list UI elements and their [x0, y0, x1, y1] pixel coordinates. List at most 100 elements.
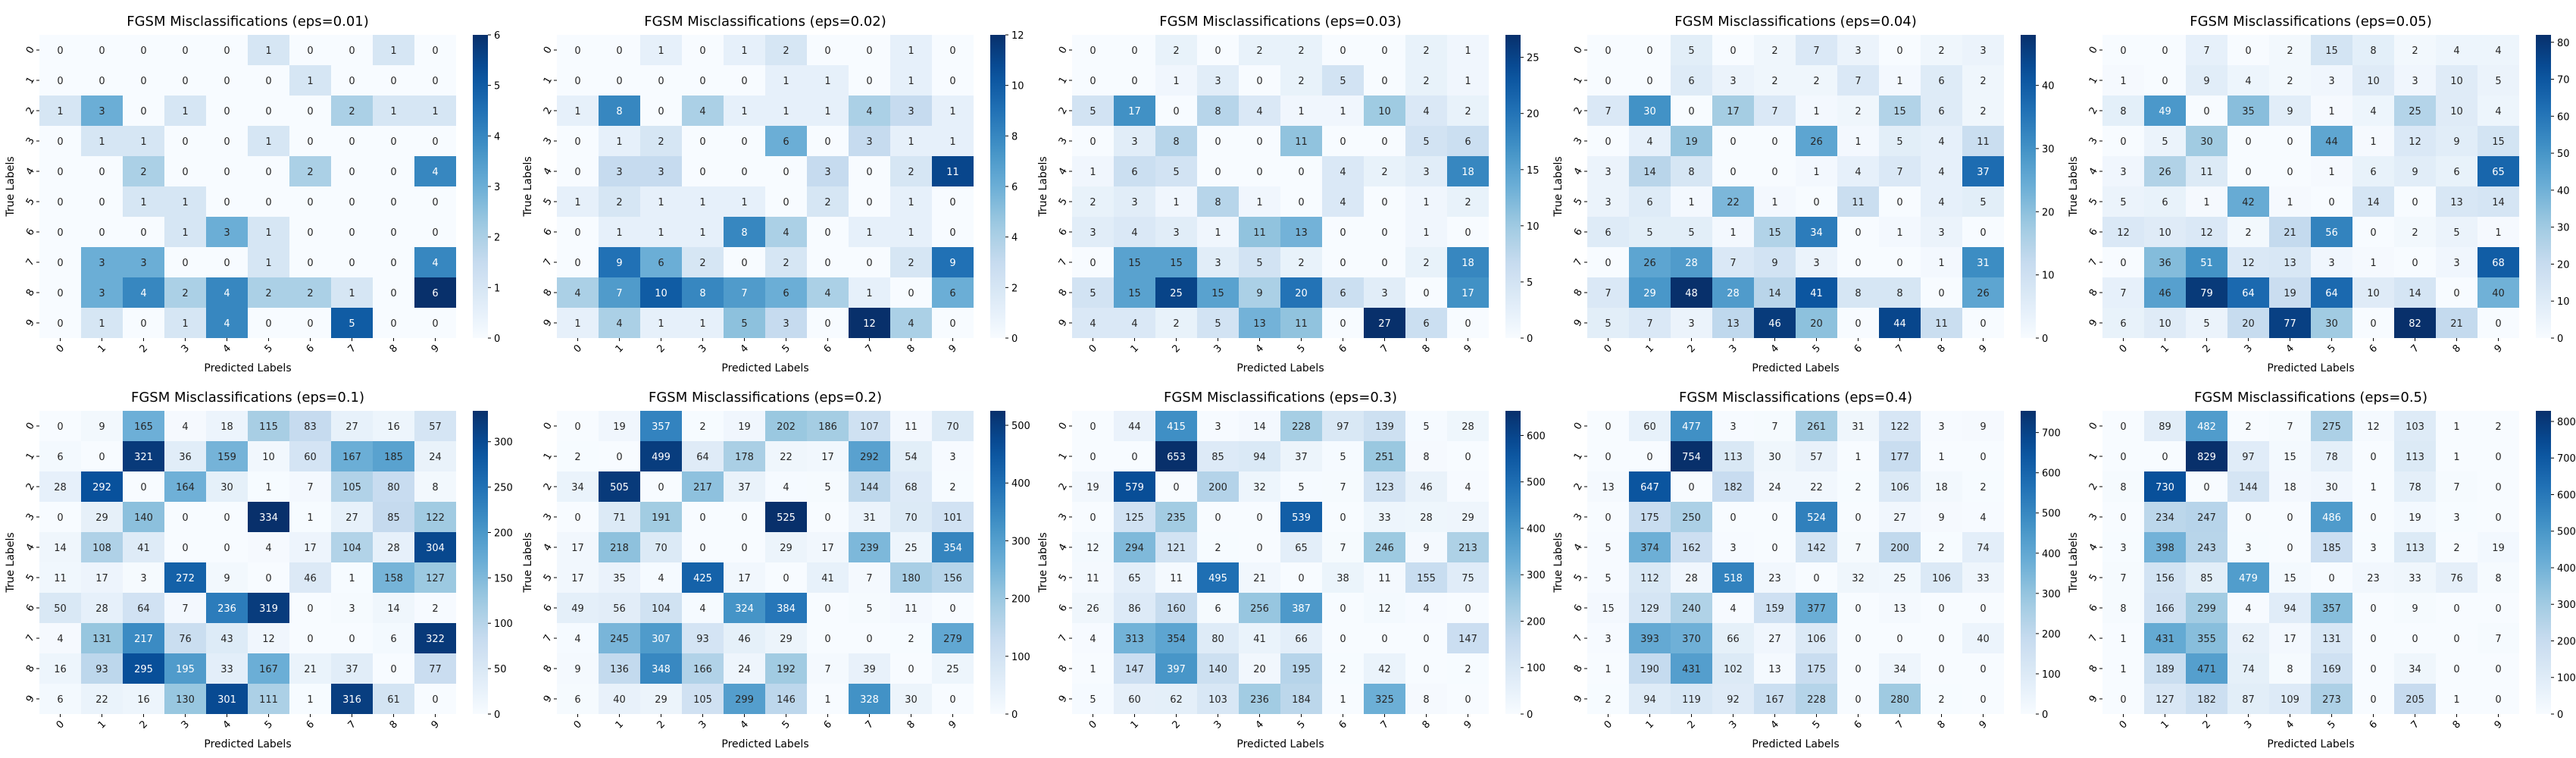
cell-value-label: 18	[220, 421, 233, 433]
heatmap-cell	[1280, 277, 1322, 308]
cell-value-label: 0	[699, 543, 705, 554]
heatmap-cell	[1072, 186, 1114, 217]
y-tick-label: 3	[2087, 512, 2100, 523]
cell-value-label: 2	[1089, 197, 1096, 208]
heatmap-cell	[1405, 562, 1447, 593]
x-axis-label: Predicted Labels	[1236, 362, 1324, 374]
heatmap-cell	[557, 623, 599, 653]
cell-value-label: 6	[949, 288, 955, 299]
cell-value-label: 7	[1855, 543, 1861, 554]
heatmap-cell	[81, 623, 123, 653]
heatmap-cell	[1629, 684, 1671, 714]
y-tick-label: 7	[1057, 257, 1070, 268]
cell-value-label: 20	[1295, 288, 1308, 299]
cell-value-label: 0	[1855, 664, 1861, 675]
heatmap-cell	[1712, 217, 1754, 247]
colorbar-tick-label: 6	[494, 30, 500, 42]
cell-value-label: 0	[57, 136, 63, 148]
cell-value-label: 0	[574, 512, 580, 524]
heatmap-cell	[1447, 247, 1489, 277]
cell-value-label: 2	[2495, 421, 2501, 433]
x-tick-label: 9	[430, 343, 442, 355]
heatmap-cell	[1155, 411, 1197, 441]
x-tick-label: 5	[1811, 719, 1823, 731]
heatmap-cell	[2186, 35, 2227, 65]
heatmap-cell	[2227, 441, 2269, 471]
heatmap-cell	[1155, 653, 1197, 684]
heatmap-cell	[2102, 35, 2144, 65]
cell-value-label: 754	[1682, 452, 1701, 463]
cell-value-label: 2	[908, 634, 914, 645]
cell-value-label: 4	[182, 421, 188, 433]
heatmap-cell	[1921, 532, 1962, 562]
cell-value-label: 1	[1855, 136, 1861, 148]
cell-value-label: 0	[2328, 573, 2334, 584]
cell-value-label: 4	[1256, 106, 1262, 117]
x-axis-label: Predicted Labels	[1752, 362, 1839, 374]
cell-value-label: 0	[390, 318, 396, 330]
cell-value-label: 1	[265, 227, 271, 239]
cell-value-label: 0	[1896, 634, 1902, 645]
heatmap-cell	[2144, 684, 2186, 714]
cell-value-label: 0	[699, 45, 705, 57]
y-tick-label: 8	[542, 287, 555, 299]
cell-value-label: 240	[1682, 603, 1701, 615]
heatmap-cell	[1629, 35, 1671, 65]
heatmap-cell	[373, 186, 414, 217]
cell-value-label: 40	[1977, 634, 1990, 645]
cell-value-label: 2	[699, 258, 705, 269]
heatmap-cell	[164, 411, 206, 441]
x-tick-label: 6	[1337, 343, 1349, 355]
cell-value-label: 6	[1938, 76, 1944, 87]
heatmap-cell	[2144, 411, 2186, 441]
cell-value-label: 0	[1688, 482, 1694, 493]
heatmap-cell	[1879, 471, 1921, 502]
heatmap-cell	[2269, 684, 2311, 714]
cell-value-label: 0	[949, 197, 955, 208]
heatmap-cell	[289, 441, 331, 471]
heatmap-cell	[81, 186, 123, 217]
heatmap-cell	[1837, 441, 1879, 471]
heatmap-cell	[890, 96, 932, 126]
cell-value-label: 2	[1980, 76, 1986, 87]
cell-value-label: 0	[57, 288, 63, 299]
heatmap-cell	[1405, 186, 1447, 217]
cell-value-label: 6	[57, 694, 63, 706]
cell-value-label: 2	[908, 258, 914, 269]
chart-title: FGSM Misclassifications (eps=0.03)	[1159, 14, 1402, 30]
heatmap-cell	[1587, 156, 1629, 186]
cell-value-label: 5	[1340, 452, 1346, 463]
cell-value-label: 4	[1938, 197, 1944, 208]
cell-value-label: 7	[307, 482, 313, 493]
cell-value-label: 0	[1605, 136, 1611, 148]
heatmap-cell	[932, 96, 974, 126]
heatmap-cell	[1197, 96, 1239, 126]
cell-value-label: 49	[571, 603, 584, 615]
heatmap-cell	[1671, 441, 1712, 471]
heatmap-cell	[2144, 502, 2186, 532]
heatmap-cell	[331, 247, 373, 277]
cell-value-label: 30	[1768, 452, 1781, 463]
heatmap-cell	[2394, 308, 2436, 338]
heatmap-cell	[373, 471, 414, 502]
heatmap-cell	[765, 562, 807, 593]
cell-value-label: 0	[2370, 512, 2376, 524]
heatmap-cell	[849, 156, 890, 186]
cell-value-label: 4	[2370, 106, 2376, 117]
heatmap-cell	[39, 502, 81, 532]
heatmap-cell	[1796, 684, 1837, 714]
cell-value-label: 3	[1215, 76, 1221, 87]
y-tick-label: 3	[1572, 512, 1585, 523]
cell-value-label: 9	[224, 573, 230, 584]
cell-value-label: 48	[1685, 288, 1698, 299]
cell-value-label: 0	[265, 573, 271, 584]
cell-value-label: 144	[2239, 482, 2258, 493]
heatmap-cell	[248, 65, 289, 96]
heatmap-cell	[1447, 684, 1489, 714]
heatmap-cell	[1280, 684, 1322, 714]
cell-value-label: 1	[699, 318, 705, 330]
cell-value-label: 0	[949, 694, 955, 706]
cell-value-label: 167	[259, 664, 278, 675]
x-tick-label: 5	[1296, 719, 1308, 731]
cell-value-label: 6	[1215, 603, 1221, 615]
